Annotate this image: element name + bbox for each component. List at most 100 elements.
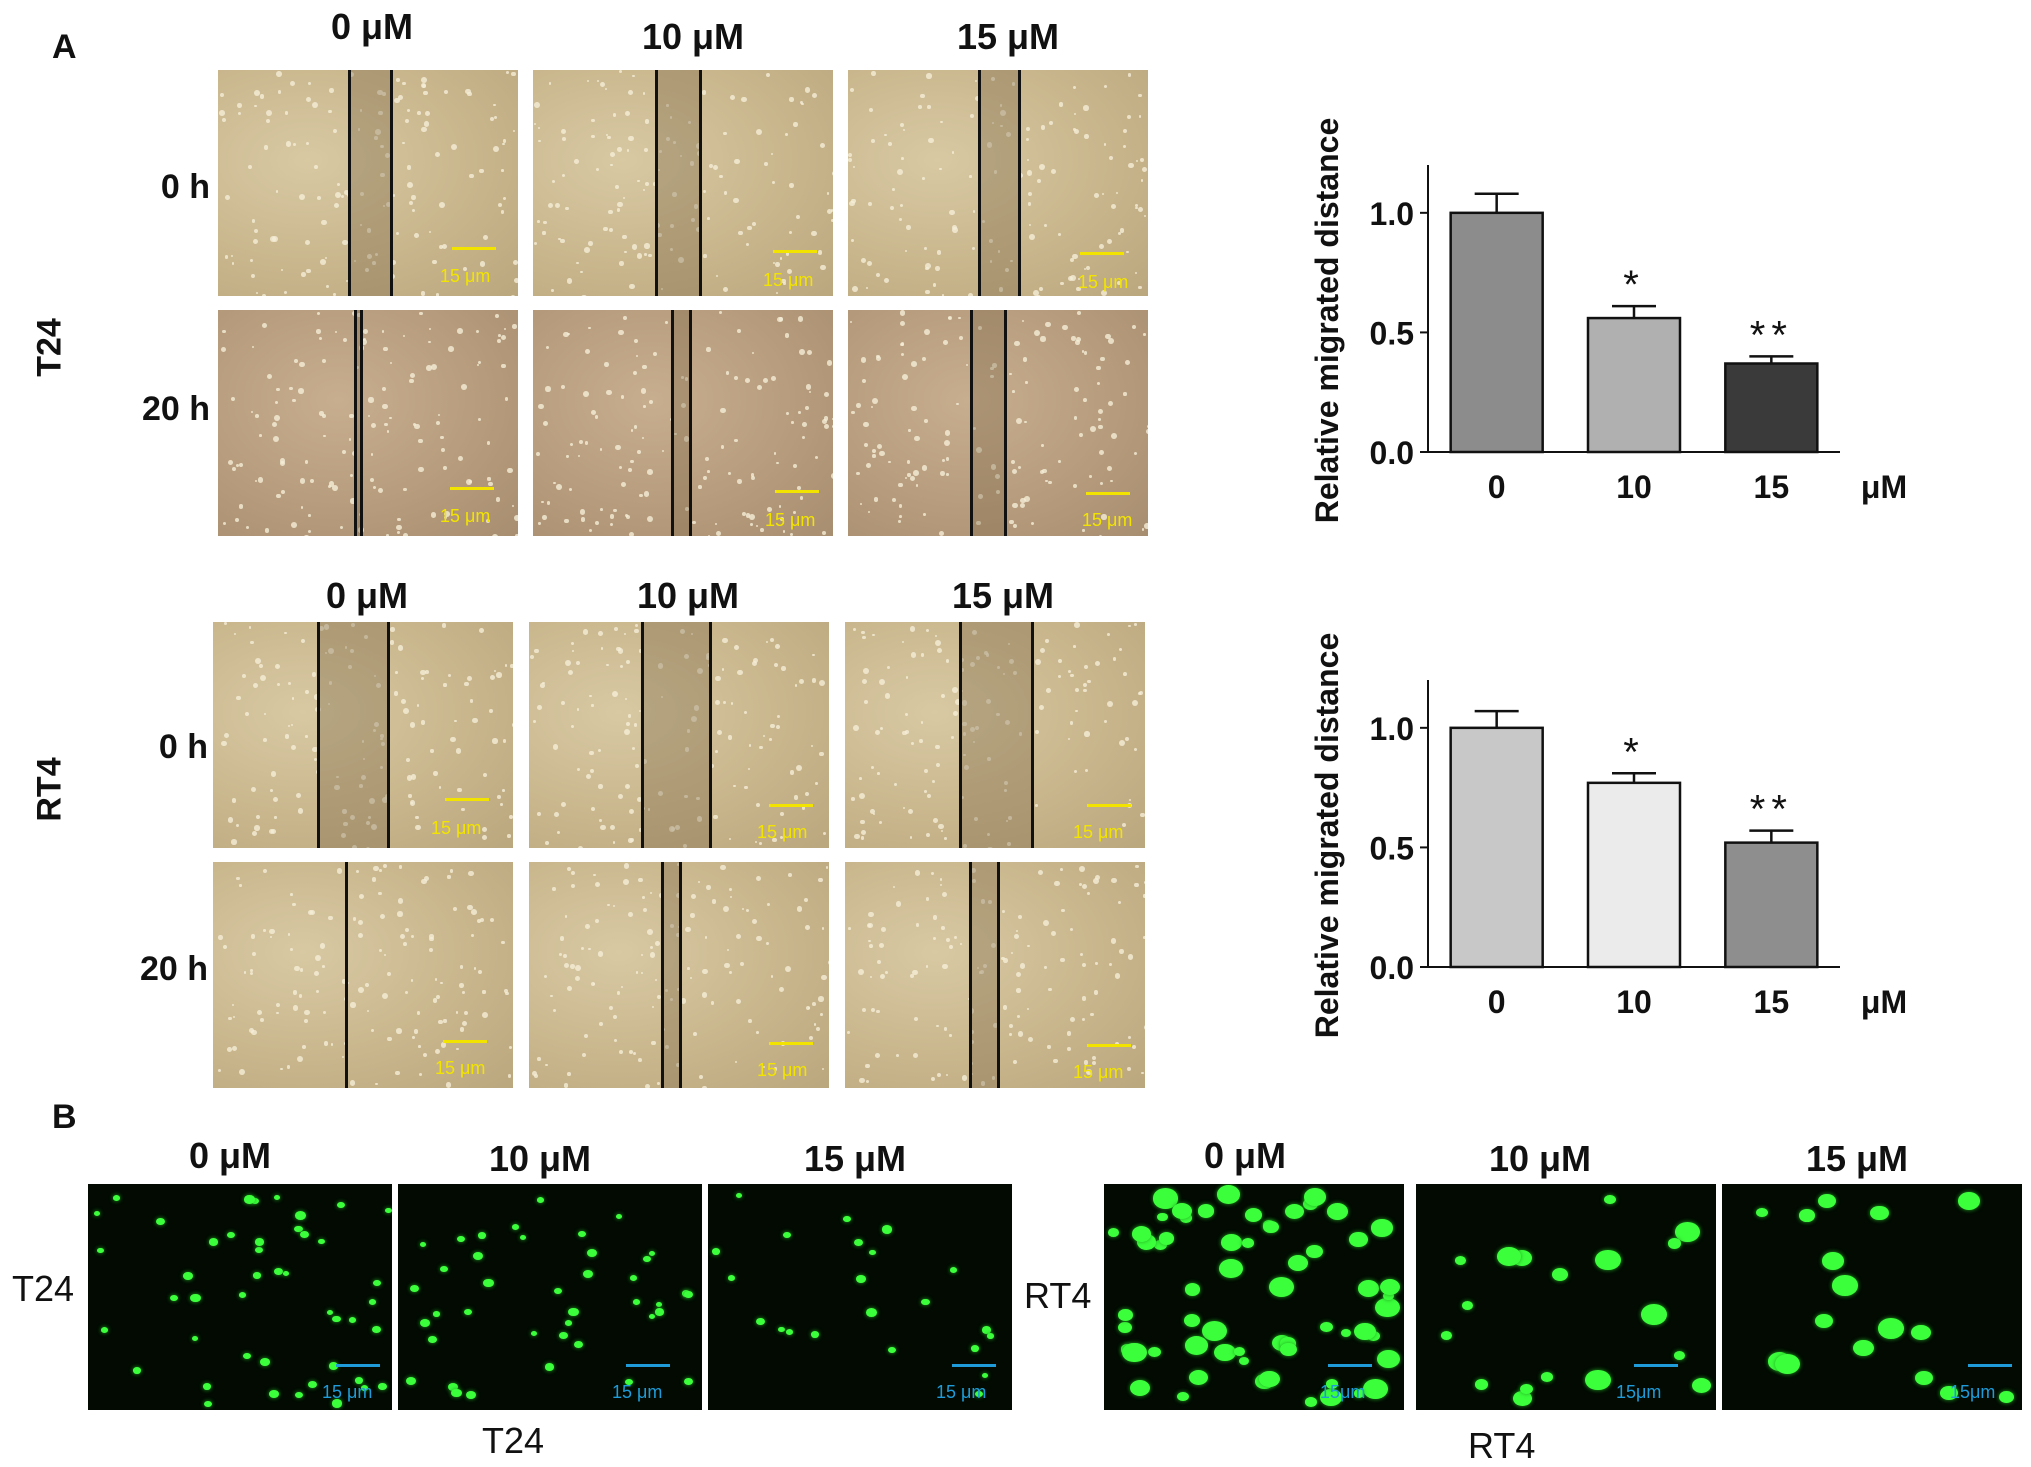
cell-speck bbox=[651, 1005, 655, 1008]
cell-speck bbox=[571, 884, 576, 889]
rt4-time-20h: 20 h bbox=[139, 950, 208, 988]
cell-speck bbox=[359, 109, 363, 113]
cell-speck bbox=[378, 868, 382, 872]
cell-speck bbox=[397, 94, 403, 100]
cell-speck bbox=[599, 448, 603, 451]
cell-speck bbox=[657, 168, 661, 172]
fluorescent-cell bbox=[1152, 1188, 1179, 1209]
cell-speck bbox=[1096, 381, 1101, 385]
fluorescent-cell bbox=[1259, 1371, 1280, 1388]
cell-speck bbox=[965, 364, 968, 367]
fluorescent-cell bbox=[183, 1272, 193, 1280]
cell-speck bbox=[915, 870, 921, 876]
cell-speck bbox=[1012, 523, 1017, 529]
cell-speck bbox=[618, 794, 624, 799]
cell-speck bbox=[645, 181, 650, 186]
cell-speck bbox=[739, 961, 745, 967]
cell-speck bbox=[250, 640, 254, 644]
cell-speck bbox=[324, 1041, 329, 1046]
bar-15 bbox=[1724, 362, 1819, 454]
cell-speck bbox=[479, 261, 486, 267]
cell-speck bbox=[677, 863, 680, 866]
cell-speck bbox=[778, 505, 782, 508]
cell-speck bbox=[703, 476, 707, 480]
cell-speck bbox=[807, 1006, 811, 1009]
cell-speck bbox=[284, 111, 289, 116]
cell-speck bbox=[770, 975, 774, 978]
cell-speck bbox=[335, 192, 341, 198]
cell-speck bbox=[684, 795, 688, 799]
fluorescent-cell bbox=[385, 1207, 392, 1213]
fluorescent-cell bbox=[982, 1326, 992, 1334]
rt4-header-15uM: 15 μM bbox=[951, 575, 1055, 616]
cell-speck bbox=[904, 712, 908, 716]
rt4-0uM-0h-image: 15 μm bbox=[213, 622, 513, 848]
cell-speck bbox=[664, 320, 668, 324]
cell-speck bbox=[304, 689, 310, 695]
cell-speck bbox=[616, 991, 621, 995]
cell-speck bbox=[613, 904, 616, 907]
cell-speck bbox=[605, 87, 608, 90]
cell-speck bbox=[1001, 909, 1006, 914]
cell-speck bbox=[973, 210, 976, 213]
cell-speck bbox=[1124, 359, 1131, 366]
cell-speck bbox=[567, 669, 574, 676]
cell-speck bbox=[254, 825, 260, 831]
cell-speck bbox=[417, 438, 423, 444]
cell-speck bbox=[1024, 496, 1030, 503]
cell-speck bbox=[679, 155, 682, 158]
fluorescent-cell bbox=[1440, 1331, 1452, 1341]
fluorescent-cell bbox=[1131, 1225, 1152, 1242]
cell-speck bbox=[378, 948, 383, 953]
cell-speck bbox=[645, 1083, 651, 1088]
cell-speck bbox=[328, 680, 333, 685]
cell-speck bbox=[637, 253, 643, 259]
cell-speck bbox=[438, 244, 444, 250]
cell-speck bbox=[1070, 674, 1074, 678]
cell-speck bbox=[1121, 823, 1126, 828]
cell-speck bbox=[805, 384, 812, 390]
fluorescent-cell bbox=[457, 1236, 465, 1243]
cell-speck bbox=[876, 444, 882, 450]
cell-speck bbox=[670, 826, 676, 832]
cell-speck bbox=[1013, 671, 1018, 676]
cell-speck bbox=[588, 528, 593, 533]
cell-speck bbox=[873, 497, 879, 502]
fluorescent-cell bbox=[1603, 1195, 1616, 1205]
cell-speck bbox=[372, 877, 377, 882]
cell-speck bbox=[1079, 883, 1083, 887]
cell-speck bbox=[323, 624, 330, 630]
cell-speck bbox=[421, 77, 428, 84]
cell-speck bbox=[968, 293, 974, 296]
cell-speck bbox=[394, 98, 400, 104]
cell-speck bbox=[430, 749, 434, 753]
fluorescent-cell bbox=[204, 1400, 213, 1408]
b-rt4-side-label: RT4 bbox=[1024, 1275, 1092, 1316]
cell-speck bbox=[448, 346, 454, 353]
cell-speck bbox=[284, 734, 290, 739]
cell-speck bbox=[1075, 336, 1082, 343]
cell-speck bbox=[550, 994, 553, 998]
cell-speck bbox=[952, 687, 959, 693]
x-unit-label: μM bbox=[1861, 984, 1907, 1020]
cell-speck bbox=[908, 429, 911, 432]
b-t24-10uM-image: 15 μm bbox=[398, 1184, 702, 1410]
cell-speck bbox=[1083, 351, 1088, 355]
bar-0 bbox=[1449, 726, 1544, 969]
cell-speck bbox=[319, 943, 325, 949]
fluorescent-cell bbox=[921, 1298, 930, 1306]
fluorescent-cell bbox=[1129, 1379, 1151, 1397]
cell-speck bbox=[304, 239, 310, 246]
cell-speck bbox=[883, 277, 889, 283]
cell-speck bbox=[1094, 661, 1100, 667]
cell-speck bbox=[599, 507, 603, 511]
fluorescent-cell bbox=[1184, 1283, 1201, 1296]
cell-speck bbox=[449, 869, 454, 874]
cell-speck bbox=[691, 715, 698, 722]
cell-speck bbox=[745, 512, 751, 518]
cell-speck bbox=[594, 521, 600, 526]
cell-speck bbox=[799, 100, 803, 104]
cell-speck bbox=[357, 128, 360, 131]
cell-speck bbox=[226, 1047, 232, 1053]
cell-speck bbox=[1100, 356, 1105, 361]
